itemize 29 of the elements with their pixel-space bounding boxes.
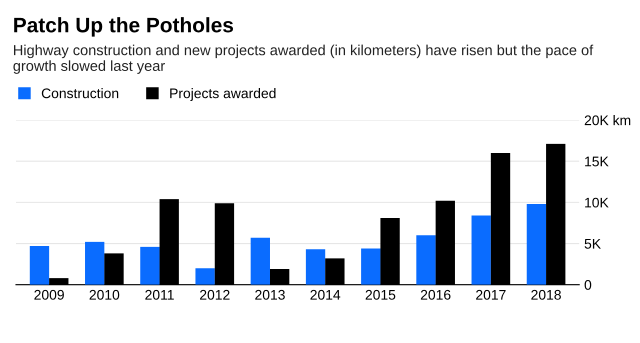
x-tick-label: 2013 [255,290,285,300]
bar [140,246,160,285]
x-tick-label: 2011 [145,290,174,300]
bar [526,204,546,285]
bar [30,246,50,285]
x-tick-label: 2012 [200,290,230,300]
bar [361,248,380,285]
x-tick-label: 2014 [310,290,340,300]
x-tick-label: 2017 [476,290,506,300]
y-tick-label: 15K [585,156,609,166]
y-tick-label: 5K [584,239,601,249]
y-tick-label: 0 [584,280,592,290]
chart-subtitle: Highway construction and new projects awarded (in kilometers) have risen but the pace of growth slowed last year [13,44,594,74]
y-tick-label: 10K [585,198,609,208]
legend-label: Projects awarded [170,88,276,101]
x-tick-label: 2009 [34,290,64,300]
bar [416,235,436,285]
bar [250,238,270,285]
y-tick-label: 20K km [584,115,630,126]
bar [306,249,326,285]
bar [472,216,491,285]
x-tick-label: 2015 [366,290,396,300]
bar [195,268,215,285]
legend-label: Construction [42,88,118,98]
x-tick-label: 2018 [531,290,561,300]
x-tick-label: 2010 [90,290,120,300]
x-tick-label: 2016 [420,290,450,300]
chart-title: Patch Up the Potholes [14,17,234,37]
bar [85,242,104,285]
